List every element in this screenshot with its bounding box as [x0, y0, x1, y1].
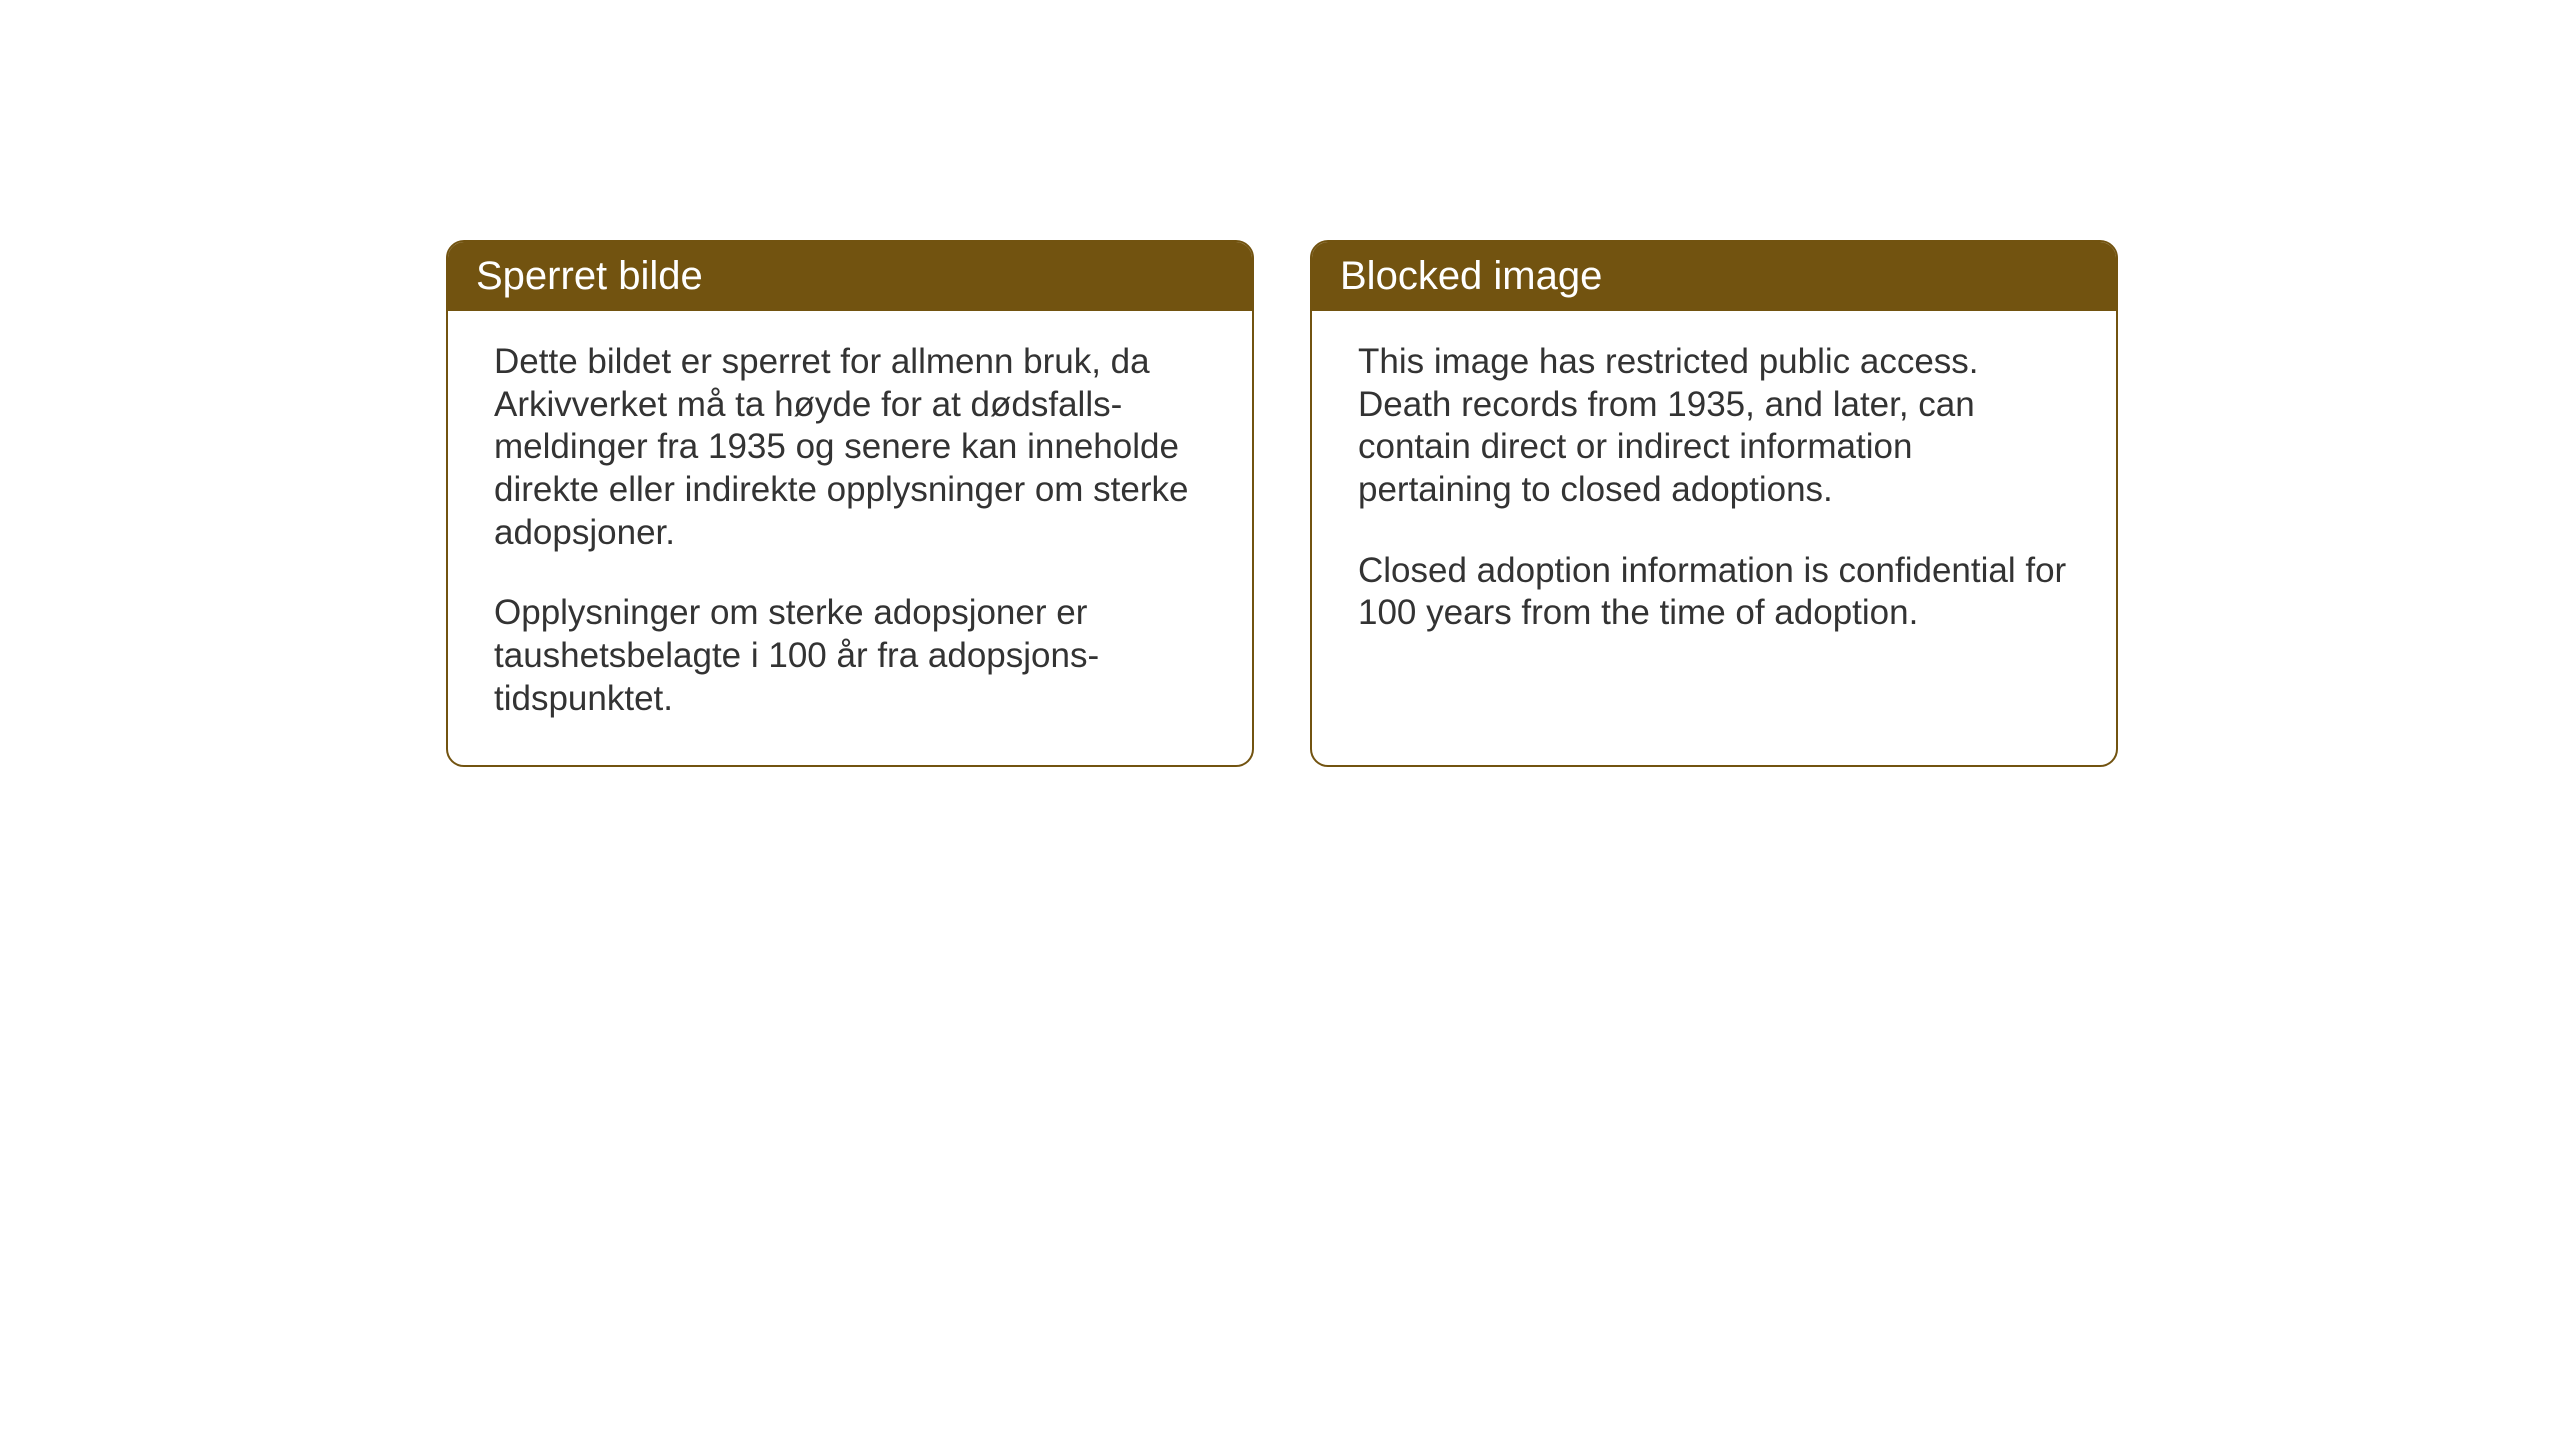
- english-card-title: Blocked image: [1340, 254, 1602, 298]
- norwegian-card-title: Sperret bilde: [476, 254, 703, 298]
- norwegian-card-body: Dette bildet er sperret for allmenn bruk…: [448, 311, 1252, 765]
- english-card-body: This image has restricted public access.…: [1312, 311, 2116, 679]
- norwegian-card: Sperret bilde Dette bildet er sperret fo…: [446, 240, 1254, 767]
- norwegian-card-header: Sperret bilde: [448, 242, 1252, 311]
- english-paragraph-2: Closed adoption information is confident…: [1358, 550, 2070, 635]
- english-paragraph-1: This image has restricted public access.…: [1358, 341, 2070, 512]
- english-card-header: Blocked image: [1312, 242, 2116, 311]
- english-card: Blocked image This image has restricted …: [1310, 240, 2118, 767]
- cards-container: Sperret bilde Dette bildet er sperret fo…: [446, 240, 2118, 767]
- norwegian-paragraph-1: Dette bildet er sperret for allmenn bruk…: [494, 341, 1206, 554]
- norwegian-paragraph-2: Opplysninger om sterke adopsjoner er tau…: [494, 592, 1206, 720]
